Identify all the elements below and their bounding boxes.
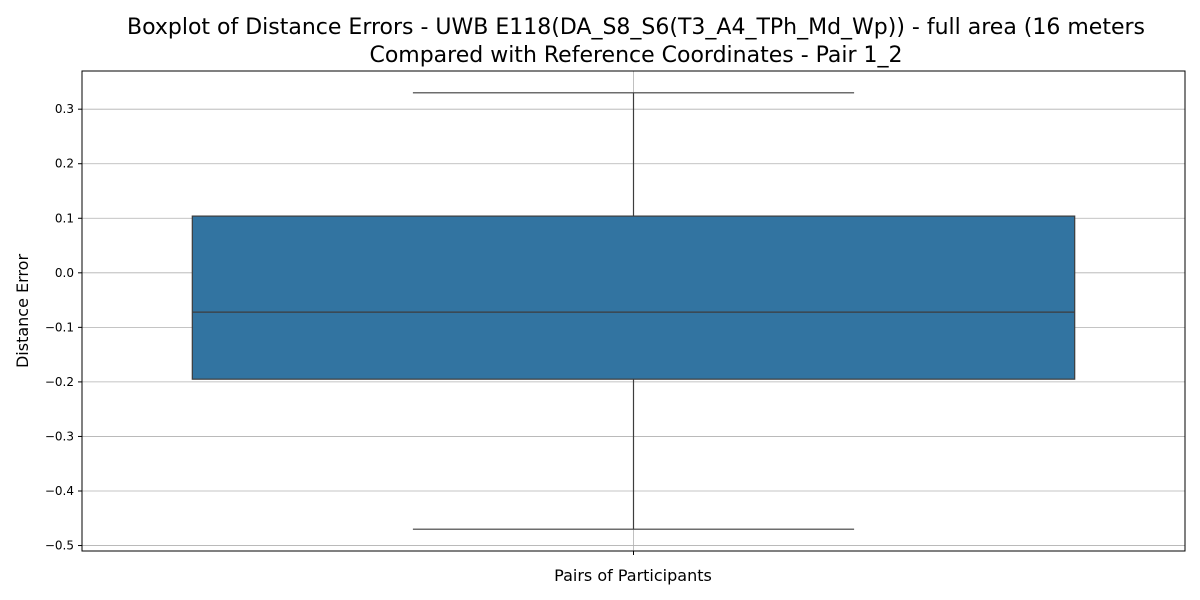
y-tick-label: 0.2 <box>55 157 74 171</box>
chart-title-line-2: Compared with Reference Coordinates - Pa… <box>369 43 902 68</box>
y-tick-label: 0.0 <box>55 266 74 280</box>
chart-title-line-1: Boxplot of Distance Errors - UWB E118(DA… <box>127 15 1145 40</box>
y-tick-label: −0.3 <box>45 429 74 443</box>
iqr-box <box>191 215 1076 380</box>
y-tick-label: −0.2 <box>45 375 74 389</box>
y-axis-label: Distance Error <box>13 254 32 368</box>
tick-layer: 0.3 0.2 0.1 0.0 −0.1 −0.2 −0.3 −0.4 −0.5 <box>45 102 634 555</box>
y-tick-label: −0.5 <box>45 539 74 553</box>
x-axis-label: Pairs of Participants <box>554 566 712 585</box>
y-tick-label: −0.1 <box>45 320 74 334</box>
y-tick-label: 0.3 <box>55 102 74 116</box>
y-tick-label: 0.1 <box>55 211 74 225</box>
box-layer <box>191 92 1076 530</box>
y-tick-label: −0.4 <box>45 484 74 498</box>
